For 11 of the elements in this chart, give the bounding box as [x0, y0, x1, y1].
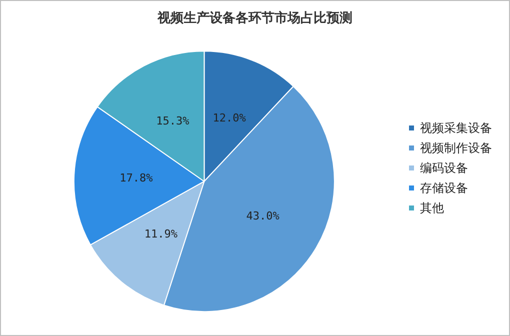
legend-label: 其他 — [420, 201, 444, 215]
legend-label: 编码设备 — [420, 161, 468, 175]
data-label: 11.9% — [144, 227, 178, 240]
legend-label: 视频制作设备 — [420, 141, 492, 155]
data-label: 17.8% — [120, 171, 154, 184]
data-label: 43.0% — [246, 210, 280, 223]
legend-label: 视频采集设备 — [420, 121, 492, 135]
data-label: 15.3% — [156, 114, 190, 128]
chart-title: 视频生产设备各环节市场占比预测 — [156, 10, 352, 26]
legend-label: 存储设备 — [420, 181, 468, 195]
data-label: 12.0% — [212, 112, 246, 125]
